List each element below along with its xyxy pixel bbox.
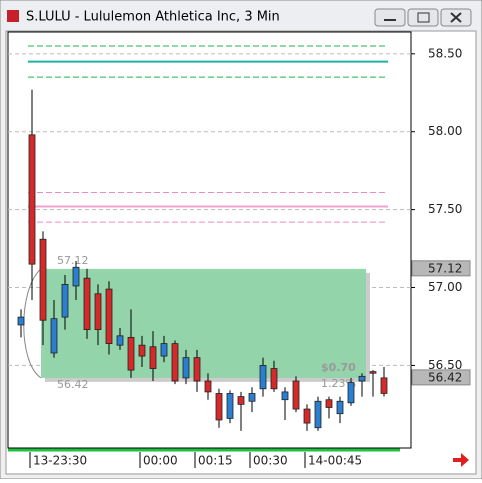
- price-tag-label: 57.12: [428, 261, 462, 275]
- box-high-label: 57.12: [57, 254, 89, 267]
- candle-body: [248, 393, 256, 402]
- candle-body: [138, 344, 146, 357]
- app-icon: [7, 10, 19, 22]
- candle-body: [204, 380, 212, 393]
- candle-body: [193, 357, 201, 382]
- candle-body: [61, 284, 69, 318]
- close-icon: [450, 12, 462, 23]
- window-title: S.LULU - Lululemon Athletica Inc, 3 Min: [26, 10, 280, 25]
- candle-body: [72, 266, 80, 287]
- price-tag: [411, 369, 471, 386]
- candle-body: [358, 375, 366, 382]
- candle-body: [83, 277, 91, 330]
- box-change-label: $0.70: [321, 361, 356, 374]
- candle-body: [281, 391, 289, 401]
- candle-body: [369, 371, 377, 374]
- candle-body: [314, 400, 322, 429]
- candle-body: [292, 380, 300, 410]
- maximize-icon: [417, 12, 430, 23]
- candle-body: [226, 393, 234, 419]
- candle-body: [347, 382, 355, 404]
- candle-body: [336, 400, 344, 415]
- candle-body: [380, 377, 388, 394]
- candle-body: [270, 368, 278, 390]
- y-tick-label: 57.00: [428, 280, 462, 294]
- candle-body: [182, 357, 190, 379]
- candle-body: [171, 343, 179, 382]
- y-tick-label: 58.00: [428, 124, 462, 138]
- candle-body: [237, 396, 245, 405]
- box-low-label: 56.42: [57, 378, 89, 391]
- candle-body: [116, 335, 124, 346]
- candle-body: [303, 408, 311, 424]
- x-tick-label: 14-00:45: [308, 454, 362, 468]
- candle-body: [28, 134, 36, 265]
- price-tag: [411, 260, 471, 277]
- candle-body: [105, 288, 113, 345]
- y-tick-label: 56.50: [428, 358, 462, 372]
- x-tick-label: 00:30: [253, 454, 288, 468]
- candle-body: [149, 346, 157, 369]
- minimize-button[interactable]: [374, 8, 406, 27]
- box-percent-label: 1.23%: [321, 377, 356, 390]
- price-tag-label: 56.42: [428, 370, 462, 384]
- candle-body: [50, 318, 58, 354]
- candle-body: [215, 393, 223, 421]
- candle-body: [94, 293, 102, 330]
- candle-body: [127, 336, 135, 371]
- y-tick-label: 58.50: [428, 46, 462, 60]
- candle-body: [17, 316, 25, 326]
- candle-body: [325, 399, 333, 408]
- candle-body: [259, 365, 267, 390]
- x-tick-label: 00:15: [198, 454, 233, 468]
- x-tick-label: 00:00: [143, 454, 178, 468]
- candle-body: [160, 343, 168, 357]
- maximize-button[interactable]: [407, 8, 439, 27]
- y-tick-label: 57.50: [428, 202, 462, 216]
- candle-body: [39, 238, 47, 321]
- scroll-arrow[interactable]: [453, 453, 469, 467]
- x-tick-label: 13-23:30: [33, 454, 87, 468]
